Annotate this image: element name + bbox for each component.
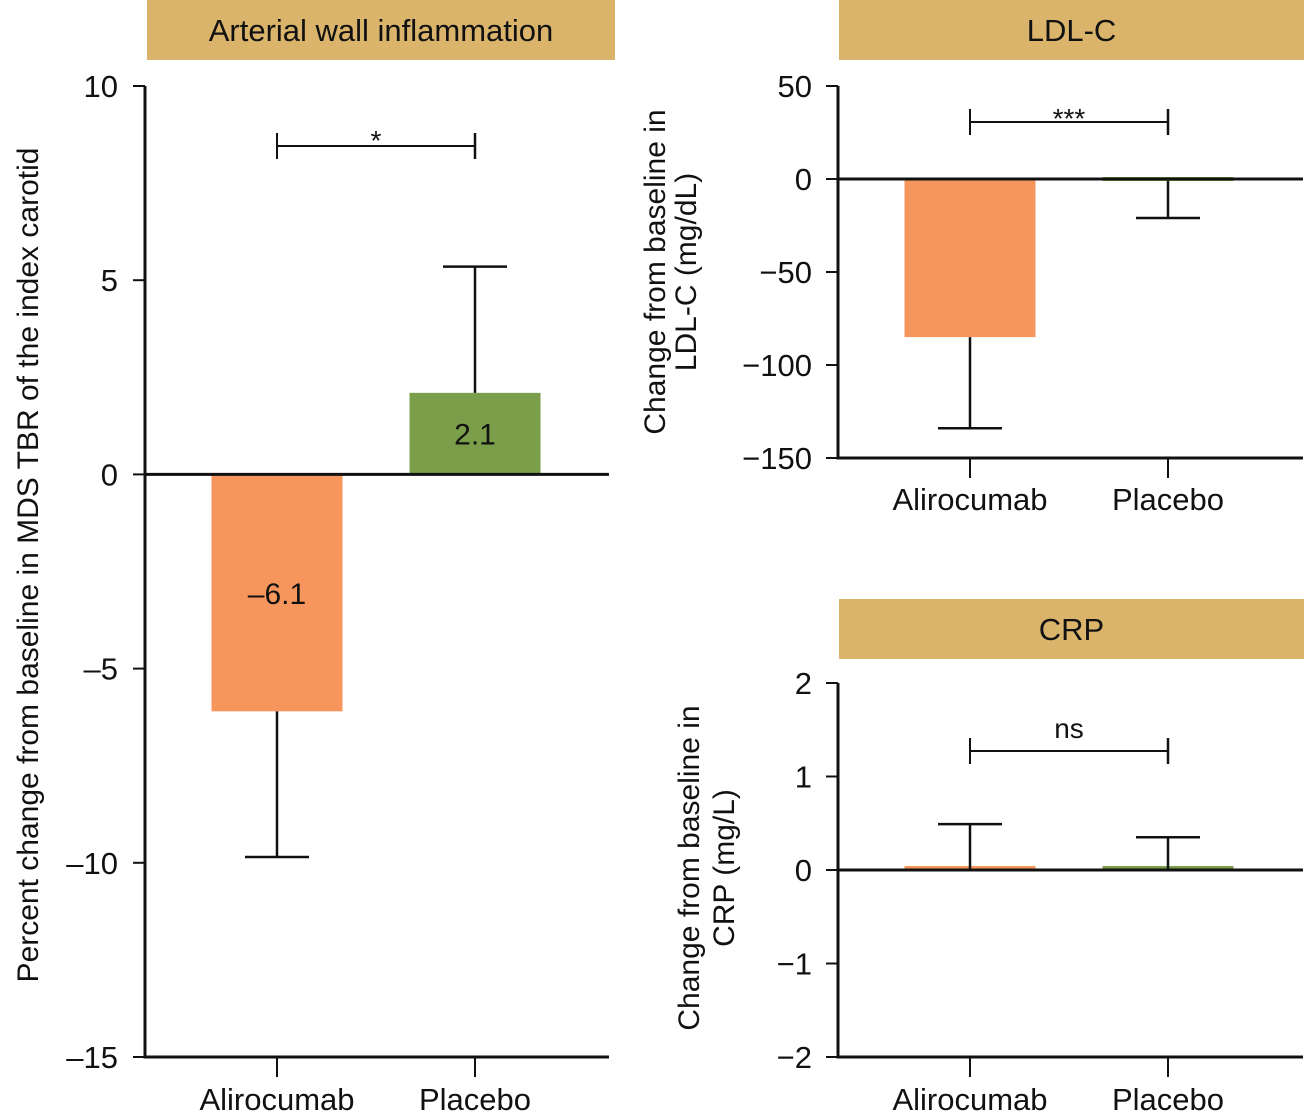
panel-header bbox=[839, 599, 1304, 659]
y-tick-label: −50 bbox=[759, 255, 812, 290]
panel-crp: CRP 2 1 0 −1 −2 Alirocumab Placebo ns Change from… bbox=[673, 599, 1304, 1117]
bar-alirocumab bbox=[904, 179, 1036, 338]
data-label: –6.1 bbox=[248, 578, 306, 611]
y-axis-label: LDL-C (mg/dL) bbox=[670, 173, 703, 371]
y-axis-label: Change from baseline in bbox=[673, 705, 706, 1030]
y-tick-label: 2 bbox=[795, 666, 812, 701]
y-tick-label: 5 bbox=[101, 263, 118, 298]
y-axis-label: CRP (mg/L) bbox=[708, 789, 741, 947]
panel-title: Arterial wall inflammation bbox=[209, 13, 554, 48]
y-tick-label: 0 bbox=[795, 162, 812, 197]
significance-label: * bbox=[371, 125, 382, 156]
y-tick-label: −150 bbox=[742, 441, 812, 476]
panel-arterial: Arterial wall inflammation –6.1 2.1 10 5 0 –5 –… bbox=[12, 0, 615, 1117]
panel-ldl: LDL-C 50 0 −50 −100 −150 Alirocumab Placebo *** C… bbox=[639, 0, 1304, 517]
y-tick-label: 0 bbox=[101, 457, 118, 492]
x-tick-label: Placebo bbox=[1112, 482, 1224, 517]
bar-alirocumab bbox=[211, 474, 343, 712]
bar-placebo bbox=[409, 392, 541, 475]
y-axis-label: Change from baseline in bbox=[639, 109, 672, 434]
x-tick-label: Alirocumab bbox=[199, 1082, 354, 1117]
y-tick-label: 50 bbox=[778, 69, 812, 104]
y-tick-label: –15 bbox=[66, 1040, 118, 1075]
y-tick-label: −1 bbox=[777, 947, 812, 982]
significance-label: ns bbox=[1054, 713, 1084, 744]
panel-header bbox=[147, 0, 615, 60]
panel-title: CRP bbox=[1039, 612, 1104, 647]
y-tick-label: –5 bbox=[84, 652, 118, 687]
x-tick-label: Placebo bbox=[419, 1082, 531, 1117]
x-tick-label: Alirocumab bbox=[892, 482, 1047, 517]
y-tick-label: 0 bbox=[795, 853, 812, 888]
x-tick-label: Alirocumab bbox=[892, 1082, 1047, 1117]
panel-title: LDL-C bbox=[1027, 13, 1117, 48]
x-tick-label: Placebo bbox=[1112, 1082, 1224, 1117]
y-tick-label: –10 bbox=[66, 846, 118, 881]
y-axis-label: Percent change from baseline in MDS TBR … bbox=[12, 148, 45, 983]
y-tick-label: 10 bbox=[84, 69, 118, 104]
y-tick-label: 1 bbox=[795, 760, 812, 795]
y-tick-label: −2 bbox=[777, 1040, 812, 1075]
panel-header bbox=[839, 0, 1304, 60]
significance-label: *** bbox=[1053, 103, 1086, 134]
data-label: 2.1 bbox=[454, 419, 496, 452]
y-tick-label: −100 bbox=[742, 348, 812, 383]
